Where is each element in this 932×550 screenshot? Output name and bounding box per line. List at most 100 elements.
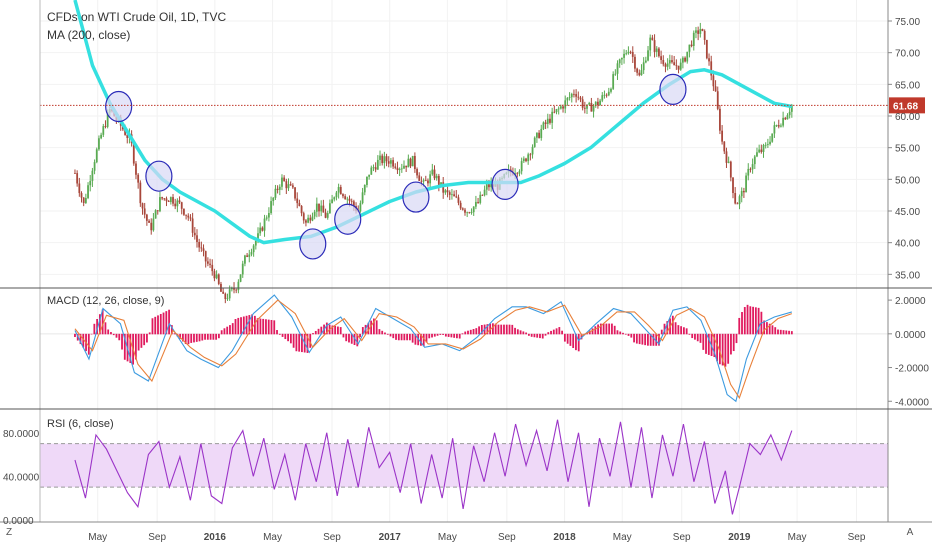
macd-histogram-bar [464, 331, 467, 335]
price-axis-label: 40.00 [895, 239, 920, 250]
annotation-circle[interactable] [402, 181, 430, 213]
rsi-legend[interactable]: RSI (6, close) [47, 418, 114, 430]
candle-body [762, 145, 765, 152]
candle-body [566, 97, 569, 101]
candle-body [281, 177, 283, 187]
macd-histogram-bar [505, 324, 508, 335]
macd-histogram-bar [658, 333, 660, 346]
candle-body [267, 213, 270, 218]
candle-body [413, 155, 416, 170]
time-axis-label[interactable]: May [88, 532, 107, 543]
rsi-axis-label: 0.0000 [3, 516, 34, 527]
macd-histogram-bar [486, 324, 489, 335]
macd-histogram-bar [278, 333, 281, 335]
candle-body [553, 111, 556, 113]
macd-histogram-bar [743, 307, 746, 335]
candle-body [265, 217, 268, 219]
macd-histogram-bar [212, 333, 215, 340]
candle-body [464, 209, 466, 213]
price-axis-label: 35.00 [895, 270, 920, 281]
annotation-circle[interactable] [145, 160, 173, 192]
candle-body [215, 274, 218, 279]
candle-body [311, 216, 314, 221]
time-axis-label[interactable]: 2019 [728, 532, 751, 543]
time-axis-label[interactable]: Sep [498, 532, 516, 543]
price-axis[interactable]: 75.00 70.00 65.00 60.00 55.00 50.00 45.00 40.00… [3, 17, 929, 527]
ma-legend[interactable]: MA (200, close) [47, 28, 131, 42]
candle-body [769, 141, 771, 145]
time-axis[interactable]: May Sep 2016 May Sep 2017 May Sep 2018 May Sep 2019… [88, 532, 866, 543]
annotation-circle[interactable] [659, 73, 687, 106]
macd-histogram-bar [752, 306, 754, 335]
macd-histogram-bar [591, 328, 594, 335]
macd-histogram-bar [721, 333, 724, 366]
macd-histogram-bar [691, 333, 694, 339]
macd-histogram-bar [395, 333, 397, 340]
candle-body [440, 182, 442, 186]
time-axis-label[interactable]: Sep [848, 532, 866, 543]
candle-body [710, 61, 713, 76]
macd-histogram-bar [699, 333, 702, 343]
candle-body [283, 177, 286, 182]
last-price-label: 61.68 [893, 101, 918, 112]
candle-body [226, 298, 229, 300]
macd-histogram-bar [359, 333, 361, 338]
time-axis-label[interactable]: May [438, 532, 457, 543]
candle-body [183, 208, 185, 215]
candle-body [398, 168, 401, 171]
time-axis-label[interactable]: May [263, 532, 282, 543]
macd-histogram-bar [143, 333, 146, 346]
annotation-circle[interactable] [299, 228, 327, 260]
last-price-tag[interactable] [889, 97, 925, 114]
candle-body [712, 75, 715, 87]
annotation-circle[interactable] [334, 203, 362, 235]
annotation-circle[interactable] [491, 168, 519, 200]
macd-histogram-bar [151, 318, 154, 335]
macd-histogram-bar [472, 328, 475, 335]
macd-histogram-bar [237, 317, 240, 335]
macd-histogram-bar [602, 323, 605, 335]
macd-histogram-bar [342, 333, 345, 338]
candle-body [522, 158, 525, 162]
macd-histogram-bar [406, 333, 409, 341]
time-axis-label[interactable]: Sep [148, 532, 166, 543]
auto-scale-button[interactable]: A [906, 527, 914, 538]
candle-body [653, 40, 656, 52]
macd-histogram-bar [688, 333, 691, 335]
macd-histogram-bar [480, 325, 483, 335]
macd-histogram-bar [442, 333, 444, 335]
candle-body [167, 201, 170, 203]
time-axis-label[interactable]: 2018 [553, 532, 576, 543]
annotation-circles[interactable] [105, 73, 687, 260]
macd-histogram-bar [107, 329, 110, 335]
candle-body [675, 65, 678, 67]
annotation-circle[interactable] [105, 90, 133, 123]
symbol-title[interactable]: CFDs on WTI Crude Oil, 1D, TVC [47, 10, 227, 24]
macd-histogram-bar [563, 333, 566, 342]
time-axis-label[interactable]: Sep [673, 532, 691, 543]
macd-histogram-bar [652, 333, 655, 346]
candle-body [93, 162, 96, 171]
macd-histogram-bar [140, 333, 143, 348]
candle-body [740, 190, 743, 197]
candle-body [331, 199, 333, 204]
macd-histogram-bar [334, 326, 337, 335]
time-axis-label[interactable]: Sep [323, 532, 341, 543]
macd-legend[interactable]: MACD (12, 26, close, 9) [47, 295, 165, 307]
macd-histogram-bar [492, 323, 494, 335]
macd-histogram-bar [381, 330, 384, 335]
time-axis-label[interactable]: 2017 [379, 532, 402, 543]
time-axis-label[interactable]: May [613, 532, 632, 543]
candle-body [392, 160, 394, 167]
candle-body [557, 108, 560, 110]
macd-histogram-bar [301, 333, 303, 353]
time-axis-label[interactable]: 2016 [204, 532, 227, 543]
candle-body [474, 201, 477, 207]
time-axis-label[interactable]: May [788, 532, 807, 543]
macd-histogram-bar [746, 304, 749, 335]
zoom-reset-button[interactable]: Z [5, 527, 13, 538]
price-axis-label: 65.00 [895, 80, 920, 91]
macd-histogram-bar [223, 328, 226, 335]
